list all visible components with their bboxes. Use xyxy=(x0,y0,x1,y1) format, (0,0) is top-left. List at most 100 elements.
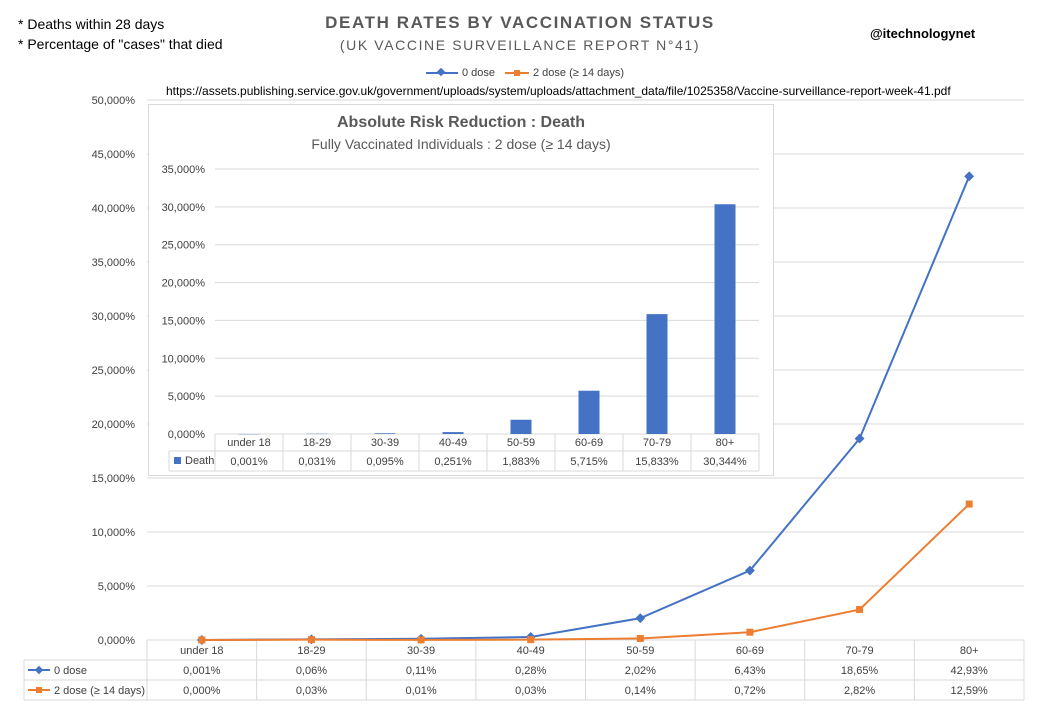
inset-table-value: 0,001% xyxy=(230,456,268,468)
main-y-tick-label: 45,000% xyxy=(92,149,136,161)
table-value: 42,93% xyxy=(951,665,989,677)
legend-item-2-dose: 2 dose (≥ 14 days) xyxy=(504,67,624,79)
main-y-tick-label: 20,000% xyxy=(92,419,136,431)
main-y-tick-label: 10,000% xyxy=(92,527,136,539)
chart-subtitle: (UK VACCINE SURVEILLANCE REPORT N°41) xyxy=(339,37,701,53)
main-x-tick-label: 70-79 xyxy=(845,645,873,657)
main-y-tick-label: 50,000% xyxy=(92,95,136,107)
table-series-label: 2 dose (≥ 14 days) xyxy=(54,685,145,697)
inset-series-label: Death xyxy=(185,455,214,467)
inset-x-tick-label: 70-79 xyxy=(643,437,671,449)
data-point-0-dose xyxy=(964,171,975,182)
main-x-tick-label: 80+ xyxy=(960,645,979,657)
chart-title: DEATH RATES BY VACCINATION STATUS xyxy=(325,13,715,32)
table-value: 0,001% xyxy=(183,665,221,677)
inset-x-tick-label: 30-39 xyxy=(371,437,399,449)
table-series-label: 0 dose xyxy=(54,665,87,677)
table-value: 0,06% xyxy=(296,665,327,677)
table-value: 0,28% xyxy=(515,665,546,677)
main-y-tick-label: 15,000% xyxy=(92,473,136,485)
inset-table-value: 30,344% xyxy=(703,456,747,468)
table-value: 0,03% xyxy=(296,685,327,697)
table-value: 0,01% xyxy=(405,685,436,697)
table-value: 2,82% xyxy=(844,685,875,697)
table-value: 0,72% xyxy=(734,685,765,697)
inset-table-value: 15,833% xyxy=(635,456,679,468)
main-y-tick-label: 40,000% xyxy=(92,203,136,215)
inset-table-value: 5,715% xyxy=(570,456,608,468)
inset-bar xyxy=(374,433,396,434)
inset-table-value: 0,251% xyxy=(434,456,472,468)
inset-y-tick-label: 15,000% xyxy=(162,315,206,327)
inset-table-value: 1,883% xyxy=(502,456,540,468)
inset-x-tick-label: 80+ xyxy=(716,437,735,449)
inset-y-tick-label: 0,000% xyxy=(168,429,206,441)
main-x-tick-label: under 18 xyxy=(180,645,223,657)
data-point-2-dose xyxy=(856,606,864,614)
data-point-2-dose xyxy=(746,628,754,636)
inset-y-tick-label: 35,000% xyxy=(162,164,206,176)
data-point-2-dose xyxy=(527,636,535,644)
inset-y-tick-label: 25,000% xyxy=(162,240,206,252)
inset-bar-chart: 0,000% 5,000% 10,000% 15,000% 20,000% 25,000%… xyxy=(162,164,760,472)
main-y-tick-label: 5,000% xyxy=(98,581,136,593)
inset-bar xyxy=(714,204,736,434)
table-value: 18,65% xyxy=(841,665,879,677)
main-y-tick-label: 0,000% xyxy=(98,635,136,647)
table-value: 0,000% xyxy=(183,685,221,697)
main-y-tick-label: 30,000% xyxy=(92,311,136,323)
inset-y-tick-label: 20,000% xyxy=(162,278,206,290)
author-handle: @itechnologynet xyxy=(870,26,976,41)
data-point-2-dose xyxy=(965,500,973,508)
data-point-0-dose xyxy=(744,565,755,576)
data-point-2-dose xyxy=(198,636,206,644)
legend-marker-2-dose xyxy=(505,70,529,76)
absolute-risk-reduction-chart: Absolute Risk Reduction : Death Fully Va… xyxy=(148,104,774,476)
inset-x-tick-label: 60-69 xyxy=(575,437,603,449)
data-point-0-dose xyxy=(635,613,646,624)
note-deaths-28-days: * Deaths within 28 days xyxy=(18,16,165,32)
legend-marker-0-dose xyxy=(426,68,458,77)
table-legend-marker xyxy=(36,687,42,693)
source-url: https://assets.publishing.service.gov.uk… xyxy=(166,84,951,98)
main-y-tick-label: 35,000% xyxy=(92,257,136,269)
inset-x-tick-label: 50-59 xyxy=(507,437,535,449)
table-legend-marker xyxy=(34,665,44,675)
main-x-tick-label: 50-59 xyxy=(626,645,654,657)
main-y-tick-label: 25,000% xyxy=(92,365,136,377)
data-point-2-dose xyxy=(307,636,315,644)
table-value: 0,14% xyxy=(625,685,656,697)
main-x-tick-label: 40-49 xyxy=(517,645,545,657)
legend-label-2-dose: 2 dose (≥ 14 days) xyxy=(533,67,625,79)
table-value: 0,03% xyxy=(515,685,546,697)
inset-bar xyxy=(510,419,532,434)
legend-label-0-dose: 0 dose xyxy=(462,67,496,79)
note-percentage-cases: * Percentage of "cases" that died xyxy=(18,36,223,52)
main-x-tick-label: 60-69 xyxy=(736,645,764,657)
data-point-0-dose xyxy=(854,433,865,444)
inset-title: Absolute Risk Reduction : Death xyxy=(336,114,586,131)
inset-table-value: 0,095% xyxy=(366,456,404,468)
table-value: 0,11% xyxy=(406,665,437,677)
inset-y-tick-label: 5,000% xyxy=(168,391,206,403)
legend-item-0-dose: 0 dose xyxy=(425,67,495,79)
table-value: 2,02% xyxy=(625,665,656,677)
inset-x-tick-label: 40-49 xyxy=(439,437,467,449)
inset-bar xyxy=(646,314,668,434)
inset-bar xyxy=(442,432,464,434)
main-x-tick-label: 18-29 xyxy=(297,645,325,657)
data-point-2-dose xyxy=(636,634,644,642)
table-value: 12,59% xyxy=(951,685,989,697)
inset-y-tick-label: 10,000% xyxy=(162,353,206,365)
inset-subtitle: Fully Vaccinated Individuals : 2 dose (≥… xyxy=(311,136,611,152)
inset-x-tick-label: under 18 xyxy=(227,437,270,449)
inset-x-tick-label: 18-29 xyxy=(303,437,331,449)
inset-y-tick-label: 30,000% xyxy=(162,202,206,214)
data-point-2-dose xyxy=(417,636,425,644)
table-value: 6,43% xyxy=(734,665,765,677)
inset-bar xyxy=(578,390,600,434)
inset-table-value: 0,031% xyxy=(298,456,336,468)
series-line-1 xyxy=(201,503,970,641)
inset-legend-marker xyxy=(174,457,181,464)
main-x-tick-label: 30-39 xyxy=(407,645,435,657)
